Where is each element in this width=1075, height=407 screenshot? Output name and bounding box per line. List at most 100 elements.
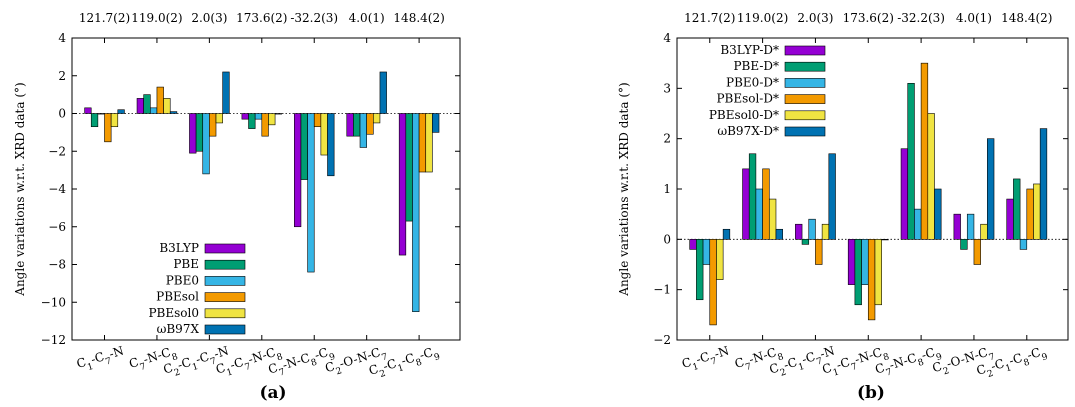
bar — [157, 87, 164, 113]
y-tick-label: −12 — [41, 333, 66, 347]
top-value-label: 173.6(2) — [236, 11, 287, 25]
bar — [249, 114, 256, 129]
bar — [967, 214, 974, 239]
bar — [974, 239, 981, 264]
legend-label: PBEsol0-D* — [709, 108, 779, 122]
bar — [802, 239, 809, 244]
x-category-label: C1-C7-N — [680, 343, 732, 375]
top-value-label: 119.0(2) — [737, 11, 788, 25]
legend-label: PBE-D* — [733, 59, 779, 73]
label-part: -C — [228, 355, 245, 372]
legend-label: PBEsol-D* — [716, 92, 779, 106]
legend-label: B3LYP — [159, 241, 199, 255]
y-tick-label: 1 — [663, 182, 671, 196]
bar — [954, 214, 961, 239]
legend-label: B3LYP-D* — [720, 43, 779, 57]
top-value-label: 173.6(2) — [843, 11, 894, 25]
bar — [901, 149, 908, 240]
label-part: -C — [694, 349, 711, 366]
bar — [412, 114, 419, 312]
label-part: -C — [800, 349, 817, 366]
label-part: -C — [1025, 345, 1042, 362]
bar — [815, 239, 822, 264]
legend-label: ωB97X — [157, 322, 200, 336]
bar — [373, 114, 380, 123]
label-part: -N — [713, 343, 731, 361]
label-part: -C — [1007, 351, 1024, 368]
y-tick-label: −1 — [653, 283, 671, 297]
bar — [1040, 129, 1047, 240]
bar — [987, 139, 994, 240]
bar — [380, 72, 387, 114]
top-value-label: 4.0(1) — [956, 11, 992, 25]
bar — [262, 114, 269, 137]
bar — [756, 189, 763, 239]
bar — [268, 114, 275, 125]
bar — [961, 239, 968, 249]
bar — [367, 114, 374, 135]
label-part: -C — [782, 355, 799, 372]
legend-label: ωB97X-D* — [717, 124, 779, 138]
bar — [150, 108, 157, 114]
y-axis-label: Angle variations w.r.t. XRD data (°) — [617, 82, 631, 296]
bar — [723, 229, 730, 239]
label-part: -N-C — [888, 351, 919, 373]
bar — [749, 154, 756, 240]
bar — [703, 239, 710, 264]
bar — [862, 239, 869, 284]
bar — [696, 239, 703, 299]
legend: B3LYP-D* PBE-D* PBE0-D* PBEsol-D* PBEsol0-D*… — [709, 43, 825, 138]
legend-swatch — [785, 95, 825, 104]
bar — [908, 83, 915, 239]
y-tick-label: 0 — [663, 232, 671, 246]
legend-swatch — [785, 62, 825, 71]
bar — [196, 114, 203, 152]
legend-swatch — [205, 293, 245, 302]
y-tick-label: −8 — [48, 258, 66, 272]
legend-label: PBE0 — [166, 273, 199, 287]
bar — [209, 114, 216, 137]
bar — [308, 114, 315, 273]
bar — [111, 114, 118, 127]
bar — [432, 114, 439, 133]
legend-swatch — [785, 46, 825, 55]
bar — [795, 224, 802, 239]
bar — [710, 239, 717, 325]
label-part: -C — [381, 356, 398, 373]
y-tick-label: −10 — [41, 295, 66, 309]
bar — [294, 114, 301, 227]
top-value-label: 119.0(2) — [131, 11, 182, 25]
y-tick-label: −2 — [653, 333, 671, 347]
legend-swatch — [785, 111, 825, 120]
label-part: -C — [989, 356, 1006, 373]
top-value-label: -32.2(3) — [897, 11, 945, 25]
bar — [85, 108, 92, 114]
label-part: -C — [176, 355, 193, 372]
top-value-label: 4.0(1) — [349, 11, 385, 25]
top-value-label: 148.4(2) — [1001, 11, 1052, 25]
y-tick-label: 4 — [58, 31, 66, 45]
top-value-label: 148.4(2) — [393, 11, 444, 25]
bar — [868, 239, 875, 320]
y-tick-label: 2 — [58, 69, 66, 83]
legend-swatch — [205, 260, 245, 269]
bar — [118, 110, 125, 114]
legend-label: PBE0-D* — [726, 75, 779, 89]
bar — [353, 114, 360, 137]
bar — [360, 114, 367, 148]
legend-swatch — [205, 325, 245, 334]
y-tick-label: −4 — [48, 182, 66, 196]
bar — [848, 239, 855, 284]
bar — [301, 114, 308, 180]
bar — [981, 224, 988, 239]
top-value-label: 2.0(3) — [191, 11, 227, 25]
label-part: -N — [107, 343, 125, 361]
legend-label: PBE — [173, 257, 199, 271]
panel-label: (b) — [857, 383, 885, 403]
bar — [1027, 189, 1034, 239]
bar — [203, 114, 210, 174]
panel-label: (a) — [259, 383, 286, 403]
bar — [399, 114, 406, 256]
top-value-label: 121.7(2) — [79, 11, 130, 25]
chart-panel-a: 4 2 0 −2 −4 −6 −8 −10 −12 Angle variations w.r.t.… — [13, 11, 460, 403]
